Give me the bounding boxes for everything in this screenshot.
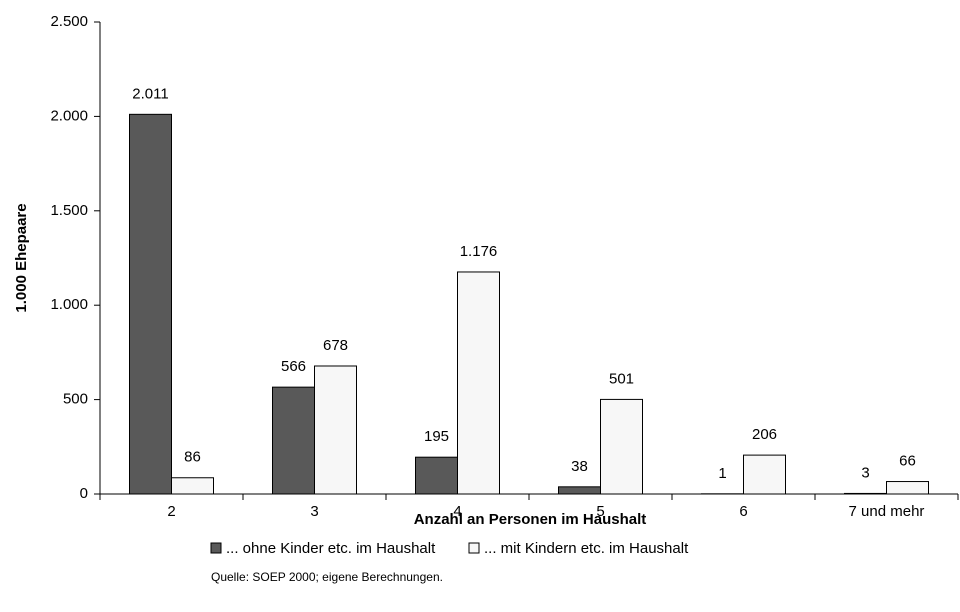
y-tick-label: 2.500 <box>50 13 88 30</box>
bar <box>600 398 643 495</box>
data-label: 195 <box>424 428 449 445</box>
data-label: 3 <box>861 464 869 481</box>
legend-swatch <box>468 542 480 554</box>
x-axis-title: Anzahl an Personen im Haushalt <box>414 511 647 528</box>
y-tick-label: 2.000 <box>50 107 88 124</box>
legend-swatch <box>210 542 222 554</box>
bar <box>743 454 786 495</box>
bar <box>415 456 458 495</box>
bar <box>171 477 214 495</box>
data-label: 1.176 <box>460 243 498 260</box>
data-label: 38 <box>571 458 588 475</box>
data-label: 66 <box>899 453 916 470</box>
y-tick-label: 0 <box>80 485 88 502</box>
x-tick-label: 7 und mehr <box>849 503 925 520</box>
y-tick-label: 1.000 <box>50 296 88 313</box>
data-label: 206 <box>752 426 777 443</box>
x-tick-label: 5 <box>596 503 604 520</box>
y-tick-label: 500 <box>63 391 88 408</box>
bar <box>558 486 601 495</box>
x-tick-label: 3 <box>310 503 318 520</box>
bar <box>886 481 929 495</box>
legend-label: ... ohne Kinder etc. im Haushalt <box>226 540 436 557</box>
x-tick-label: 2 <box>167 503 175 520</box>
x-tick-label: 6 <box>739 503 747 520</box>
data-label: 86 <box>184 449 201 466</box>
data-label: 678 <box>323 337 348 354</box>
legend-label: ... mit Kindern etc. im Haushalt <box>484 540 689 557</box>
y-tick-label: 1.500 <box>50 202 88 219</box>
data-label: 566 <box>281 358 306 375</box>
y-axis-title: 1.000 Ehepaare <box>13 203 30 312</box>
bar <box>314 365 357 495</box>
bar <box>272 386 315 495</box>
data-label: 1 <box>718 465 726 482</box>
data-label: 2.011 <box>132 85 168 102</box>
x-tick-label: 4 <box>453 503 461 520</box>
data-label: 501 <box>609 370 634 387</box>
source-note: Quelle: SOEP 2000; eigene Berechnungen. <box>211 570 443 584</box>
bar <box>844 492 887 495</box>
bar <box>457 271 500 495</box>
bar <box>129 113 172 495</box>
